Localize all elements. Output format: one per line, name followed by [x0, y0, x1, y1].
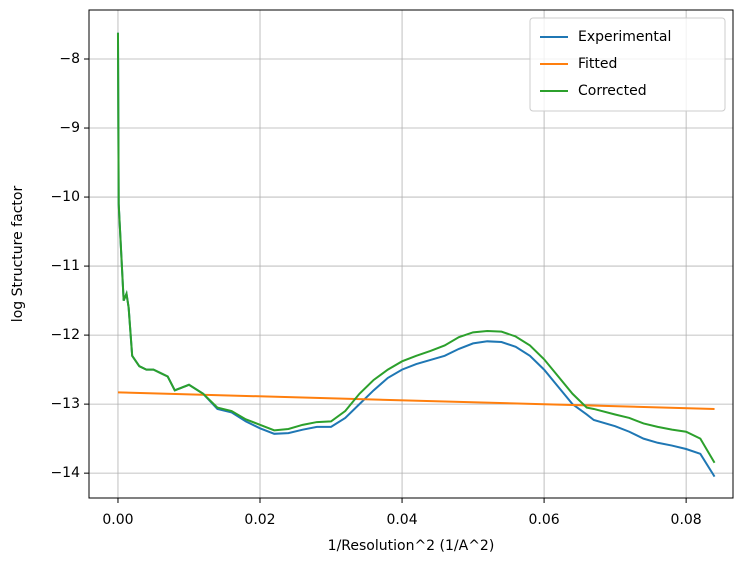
legend-box	[529, 17, 726, 112]
x-tick-label: 0.06	[529, 512, 560, 528]
legend-label: Corrected	[578, 83, 647, 99]
x-tick-label: 0.08	[671, 512, 702, 528]
line	[116, 32, 716, 464]
legend-label: Fitted	[578, 56, 617, 72]
line	[117, 391, 715, 410]
y-tick-label: −8	[59, 51, 80, 67]
x-axis-label: 1/Resolution^2 (1/A^2)	[328, 538, 495, 554]
x-tick-label: 0.02	[244, 512, 275, 528]
y-tick-label: −11	[50, 258, 80, 274]
y-tick-label: −10	[50, 189, 80, 205]
y-tick-label: −14	[50, 465, 80, 481]
legend-label: Experimental	[578, 29, 671, 45]
y-tick-label: −13	[50, 396, 80, 412]
plot-frame	[88, 9, 734, 499]
y-axis-label: log Structure factor	[10, 186, 26, 323]
x-tick-label: 0.04	[386, 512, 417, 528]
y-tick-label: −12	[50, 327, 80, 343]
x-tick-label: 0.00	[102, 512, 133, 528]
y-tick-label: −9	[59, 120, 80, 136]
